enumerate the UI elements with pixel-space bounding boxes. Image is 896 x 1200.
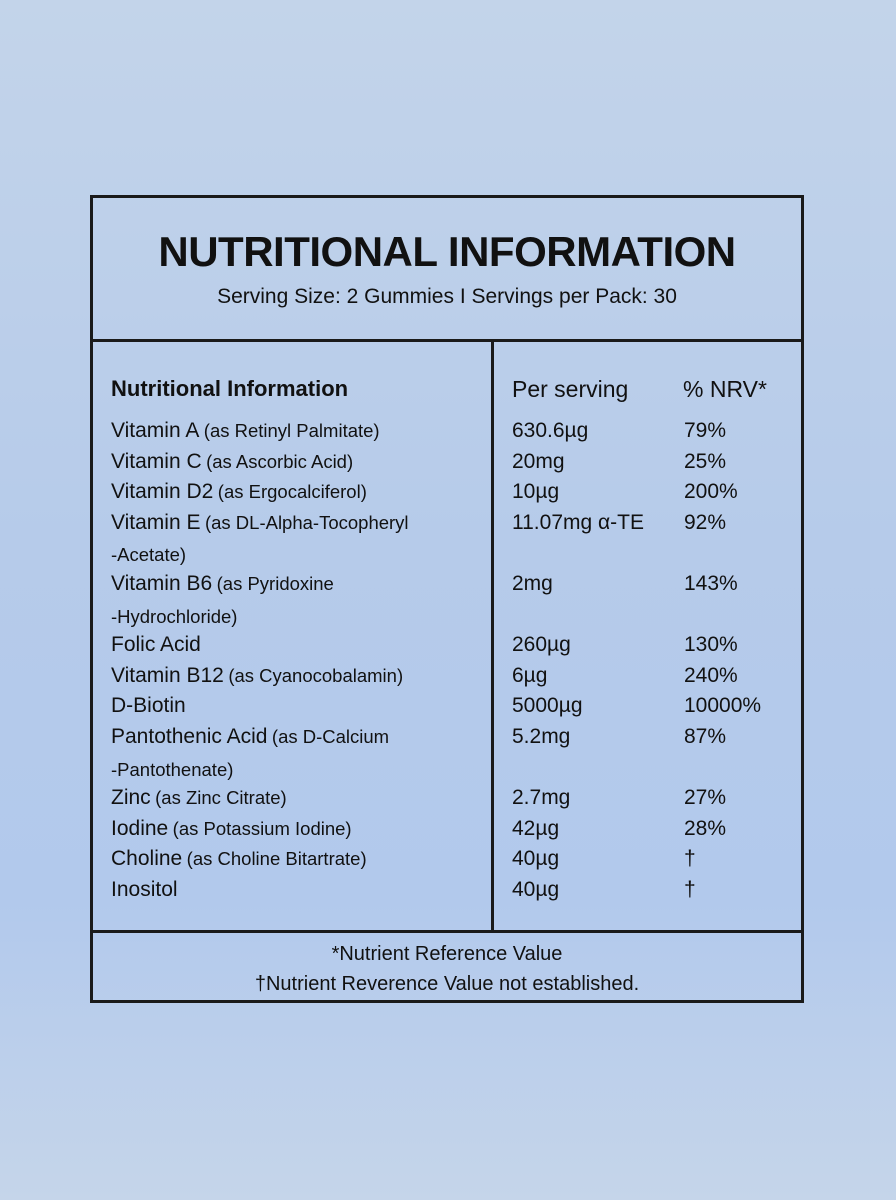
per-serving-value: 11.07mg α-TE — [512, 510, 644, 534]
nutrient-source: (as Choline Bitartrate) — [186, 848, 367, 870]
per-serving-value: 10µg — [512, 480, 560, 504]
column-divider — [491, 342, 494, 930]
per-serving-value: 260µg — [512, 633, 571, 657]
nutrient-name-cell: Folic Acid — [111, 630, 481, 663]
table-row: Vitamin E (as DL-Alpha-Tocopheryl -Acetat… — [93, 508, 801, 569]
footnote-not-established: †Nutrient Reverence Value not establishe… — [254, 973, 640, 995]
page-title: NUTRITIONAL INFORMATION — [158, 228, 736, 275]
panel-header: NUTRITIONAL INFORMATION Serving Size: 2 … — [93, 198, 801, 342]
nrv-value: 28% — [684, 816, 727, 840]
nutrient-source: (as DL-Alpha-Tocopheryl — [204, 511, 409, 533]
per-serving-value: 20mg — [512, 449, 565, 473]
table-row: Vitamin D2 (as Ergocalciferol) 10µg 200% — [93, 477, 801, 508]
nrv-value: 10000% — [684, 694, 762, 718]
nutrient-name: D-Biotin — [111, 694, 186, 718]
per-serving-value: 2mg — [512, 572, 553, 595]
nutrient-name-cell: Vitamin C (as Ascorbic Acid) — [111, 447, 481, 480]
nutrient-name-cell: Iodine (as Potassium Iodine) — [111, 814, 481, 847]
nutrient-name-cell: Pantothenic Acid (as D-Calcium -Pantothen… — [111, 722, 481, 787]
table-row: Inositol 40µg † — [93, 875, 801, 906]
nutrient-name-cell: Vitamin E (as DL-Alpha-Tocopheryl -Acetat… — [111, 508, 481, 573]
nrv-value: 87% — [684, 725, 727, 748]
nrv-value: 130% — [684, 633, 738, 657]
nrv-value: 92% — [684, 510, 727, 534]
nutrient-source-continued: -Acetate) — [111, 544, 187, 566]
per-serving-value: 42µg — [512, 816, 560, 840]
table-row: Choline (as Choline Bitartrate) 40µg † — [93, 844, 801, 875]
per-serving-value: 6µg — [512, 663, 548, 687]
nutrient-name: Inositol — [111, 878, 178, 901]
nutrient-name-cell: Zinc (as Zinc Citrate) — [111, 783, 481, 816]
nutrient-source: (as Ergocalciferol) — [217, 481, 367, 503]
footnote-nrv: *Nutrient Reference Value — [331, 943, 563, 965]
nutrient-name: Vitamin D2 — [111, 480, 214, 504]
table-row: D-Biotin 5000µg 10000% — [93, 691, 801, 722]
nutrient-source: (as Cyanocobalamin) — [228, 664, 404, 686]
per-serving-value: 630.6µg — [512, 419, 589, 442]
nutrient-source-continued: -Pantothenate) — [111, 758, 234, 780]
nutrient-name: Zinc — [111, 786, 151, 810]
nutrient-name: Iodine — [111, 816, 169, 840]
nutrient-name-cell: Vitamin A (as Retinyl Palmitate) — [111, 416, 481, 449]
table-row: Iodine (as Potassium Iodine) 42µg 28% — [93, 814, 801, 845]
nrv-value: † — [684, 878, 696, 901]
nutrient-name-cell: Vitamin D2 (as Ergocalciferol) — [111, 477, 481, 510]
table-row: Vitamin B12 (as Cyanocobalamin) 6µg 240% — [93, 661, 801, 692]
nrv-value: 27% — [684, 786, 727, 810]
nutrient-name-cell: D-Biotin — [111, 691, 481, 724]
per-serving-value: 40µg — [512, 878, 560, 901]
nutrient-name: Vitamin A — [111, 419, 200, 442]
per-serving-value: 2.7mg — [512, 786, 571, 810]
nutrient-source-continued: -Hydrochloride) — [111, 605, 238, 627]
nutrient-name-cell: Vitamin B12 (as Cyanocobalamin) — [111, 661, 481, 694]
table-row: Folic Acid 260µg 130% — [93, 630, 801, 661]
nutrient-name-cell: Choline (as Choline Bitartrate) — [111, 844, 481, 877]
table-row: Vitamin A (as Retinyl Palmitate) 630.6µg 7… — [93, 416, 801, 447]
nrv-value: 25% — [684, 449, 727, 473]
nutrient-name: Vitamin B12 — [111, 663, 224, 687]
nutrient-name: Choline — [111, 847, 183, 871]
nutrient-name-cell: Inositol — [111, 875, 481, 908]
table-row: Vitamin C (as Ascorbic Acid) 20mg 25% — [93, 447, 801, 478]
per-serving-value: 40µg — [512, 847, 560, 871]
table-row: Pantothenic Acid (as D-Calcium -Pantothen… — [93, 722, 801, 783]
table-row: Zinc (as Zinc Citrate) 2.7mg 27% — [93, 783, 801, 814]
nrv-value: 79% — [684, 419, 727, 442]
nutrient-source: (as Ascorbic Acid) — [206, 450, 354, 472]
nutrient-name-cell: Vitamin B6 (as Pyridoxine -Hydrochloride) — [111, 569, 481, 634]
nutrient-name: Vitamin C — [111, 449, 202, 473]
nutrient-name: Folic Acid — [111, 633, 201, 657]
nutrient-name: Pantothenic Acid — [111, 725, 268, 748]
table-row: Vitamin B6 (as Pyridoxine -Hydrochloride)… — [93, 569, 801, 630]
nutrient-source: (as Retinyl Palmitate) — [203, 420, 380, 441]
nutrient-source: (as Potassium Iodine) — [172, 817, 352, 839]
nutrient-source: (as Zinc Citrate) — [155, 787, 287, 809]
serving-info: Serving Size: 2 Gummies I Servings per P… — [217, 285, 677, 308]
column-header-nrv: % NRV* — [683, 376, 767, 402]
nutrient-name: Vitamin B6 — [111, 572, 213, 595]
column-header-per-serving: Per serving — [512, 376, 629, 402]
column-header-nutrient: Nutritional Information — [111, 376, 349, 401]
nutrient-name: Vitamin E — [111, 510, 201, 534]
nrv-value: 200% — [684, 480, 738, 504]
nutrient-source: (as Pyridoxine — [216, 573, 334, 594]
nrv-value: † — [684, 847, 696, 871]
per-serving-value: 5000µg — [512, 694, 583, 718]
nutrient-source: (as D-Calcium — [271, 726, 390, 747]
per-serving-value: 5.2mg — [512, 725, 571, 748]
nrv-value: 143% — [684, 572, 738, 595]
panel-footer: *Nutrient Reference Value †Nutrient Reve… — [93, 930, 801, 1000]
nutrition-panel: NUTRITIONAL INFORMATION Serving Size: 2 … — [90, 195, 804, 1003]
nrv-value: 240% — [684, 663, 738, 687]
